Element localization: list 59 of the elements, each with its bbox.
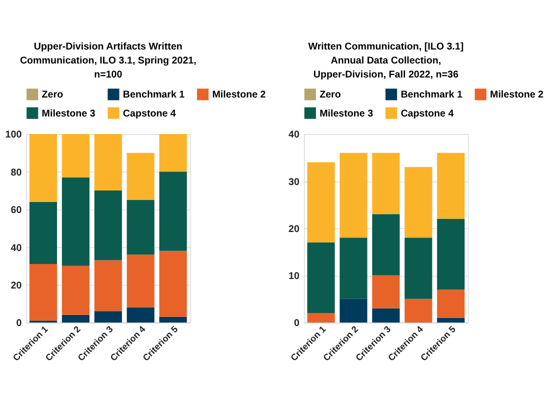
bar	[94, 190, 122, 260]
bar	[372, 275, 400, 308]
legend-label: Milestone 2	[490, 90, 544, 101]
y-tick-label: 0	[294, 318, 300, 330]
bar	[62, 134, 90, 178]
bar	[307, 162, 335, 242]
legend-label: Zero	[42, 90, 64, 101]
bar	[159, 250, 187, 317]
y-tick-label: 20	[288, 224, 300, 235]
bar	[437, 152, 465, 219]
y-tick-label: 10	[288, 271, 300, 282]
y-tick-label: 60	[10, 205, 22, 216]
y-tick-label: 30	[288, 176, 300, 188]
bar	[94, 134, 122, 191]
bar	[159, 134, 187, 172]
y-tick-label: 40	[288, 130, 300, 141]
bar	[94, 260, 122, 312]
legend-label: Milestone 3	[42, 108, 96, 120]
y-tick-label: 0	[16, 318, 22, 330]
chart-title: Written Communication, [ILO 3.1] Annual Data Collection, Upper-Division, Fall 2022, n=36	[308, 42, 464, 80]
bar	[307, 313, 335, 322]
bar	[372, 152, 400, 214]
y-tick-label: 40	[10, 242, 22, 254]
bar	[372, 214, 400, 276]
y-tick-label: 20	[10, 280, 22, 292]
bar	[404, 238, 432, 299]
bar	[340, 152, 368, 238]
bar	[126, 254, 154, 308]
bar	[29, 134, 58, 202]
bar	[437, 218, 465, 290]
legend-label: Milestone 3	[320, 108, 374, 120]
bar	[437, 289, 465, 318]
bar	[126, 307, 154, 322]
bar	[307, 242, 335, 314]
bar	[126, 152, 154, 200]
bar	[340, 238, 368, 299]
bar	[62, 177, 90, 266]
bar	[404, 166, 432, 238]
bar	[94, 311, 122, 322]
bar	[126, 200, 154, 255]
bar	[372, 308, 400, 322]
bar	[62, 266, 90, 315]
legend-label: Benchmark 1	[122, 90, 186, 101]
bar	[159, 172, 187, 251]
chart-title: Upper-Division Artifacts Written Communication, ILO 3.1, Spring 2021, n=100	[20, 42, 197, 80]
legend-label: Milestone 2	[212, 90, 266, 101]
bar	[62, 314, 90, 322]
y-tick-label: 100	[5, 130, 22, 141]
bar	[404, 298, 432, 322]
bar	[437, 318, 465, 322]
legend-label: Zero	[320, 90, 341, 101]
legend-label: Capstone 4	[400, 108, 454, 120]
bar	[340, 298, 368, 322]
bar	[159, 316, 187, 322]
legend-label: Benchmark 1	[400, 90, 463, 101]
y-tick-label: 80	[10, 167, 22, 178]
bar	[29, 202, 58, 264]
bar	[29, 264, 58, 321]
legend-label: Capstone 4	[122, 108, 176, 120]
